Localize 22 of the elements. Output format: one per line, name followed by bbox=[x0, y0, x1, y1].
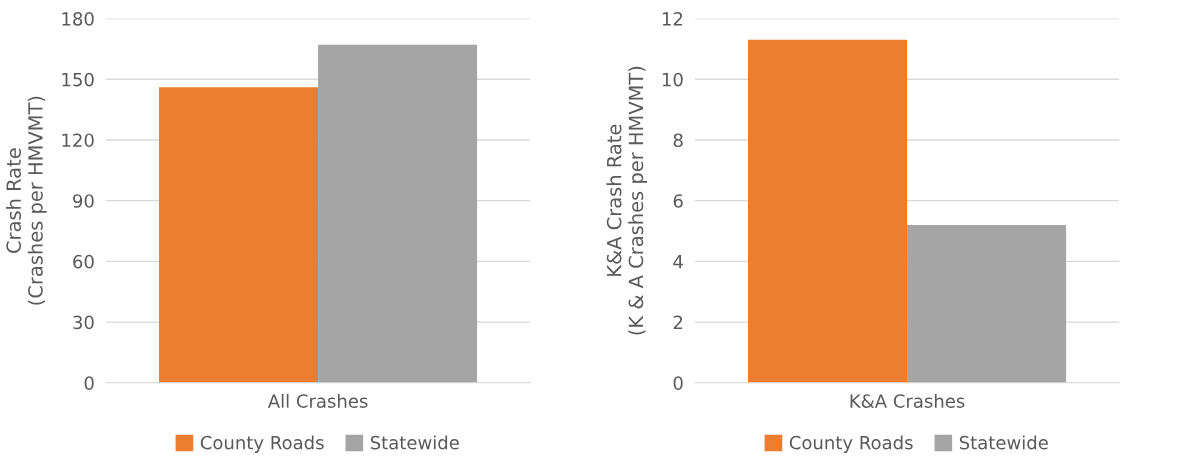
y-tick-label: 90 bbox=[73, 194, 94, 208]
x-tick-label: All Crashes bbox=[267, 393, 368, 408]
y-tick-label: 6 bbox=[673, 194, 683, 208]
x-tick-label: K&A Crashes bbox=[850, 393, 965, 408]
legend-label: County Roads bbox=[789, 435, 913, 453]
y-tick-label: 180 bbox=[62, 12, 94, 26]
y-tick-label: 4 bbox=[673, 255, 683, 269]
y-tick-label: 12 bbox=[662, 12, 683, 26]
y-axis-title: Crash Rate (Crashes per HMVMT) bbox=[5, 96, 47, 305]
y-axis-title: K&A Crash Rate (K & A Crashes per HMVMT) bbox=[606, 66, 648, 335]
y-tick-label: 2 bbox=[673, 315, 683, 329]
y-tick-label: 150 bbox=[62, 72, 94, 87]
y-tick-label: 0 bbox=[673, 376, 683, 390]
y-tick-label: 8 bbox=[673, 133, 683, 148]
y-tick-label: 0 bbox=[84, 376, 94, 390]
y-tick-label: 120 bbox=[62, 133, 94, 148]
legend-label: Statewide bbox=[370, 435, 459, 450]
y-tick-label: 10 bbox=[662, 72, 683, 87]
y-tick-label: 60 bbox=[73, 254, 94, 269]
legend-label: Statewide bbox=[959, 435, 1048, 450]
y-tick-label: 30 bbox=[73, 315, 94, 330]
legend-label: County Roads bbox=[200, 435, 324, 453]
